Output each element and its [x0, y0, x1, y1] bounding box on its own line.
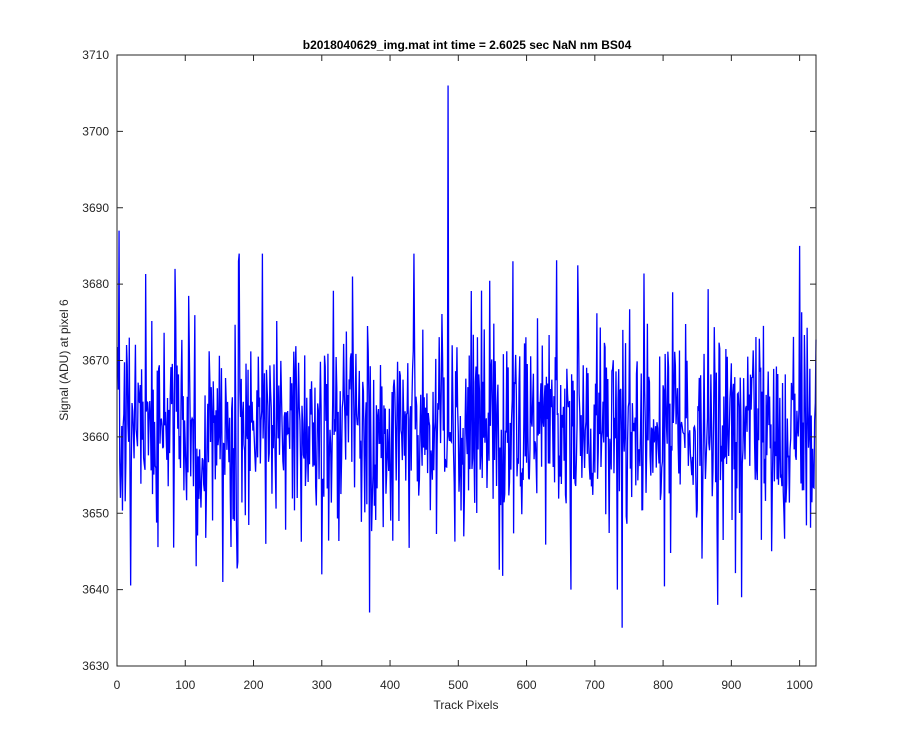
y-axis-ticks: 3630 3640 3650 3660 3670 3680 3690 3700 3710: [82, 48, 816, 673]
x-tick-label: 600: [517, 678, 537, 692]
y-tick-label: 3640: [82, 583, 109, 597]
y-tick-label: 3690: [82, 201, 109, 215]
y-tick-label: 3630: [82, 659, 109, 673]
y-tick-label: 3650: [82, 506, 109, 520]
x-tick-label: 200: [244, 678, 264, 692]
x-axis-label: Track Pixels: [434, 698, 499, 712]
x-tick-label: 500: [448, 678, 468, 692]
x-tick-label: 900: [721, 678, 741, 692]
x-tick-label: 100: [175, 678, 195, 692]
y-tick-label: 3710: [82, 48, 109, 62]
y-tick-label: 3680: [82, 277, 109, 291]
x-tick-label: 0: [114, 678, 121, 692]
chart-title: b2018040629_img.mat int time = 2.6025 se…: [303, 38, 632, 52]
y-axis-label: Signal (ADU) at pixel 6: [57, 299, 71, 421]
signal-series-line: [117, 85, 817, 628]
y-tick-label: 3700: [82, 124, 109, 138]
x-axis-ticks: 0 100 200 300 400 500 600 700 800 900 1000: [114, 55, 813, 692]
x-tick-label: 300: [312, 678, 332, 692]
plot-area: [117, 85, 817, 628]
x-tick-label: 400: [380, 678, 400, 692]
x-tick-label: 700: [585, 678, 605, 692]
x-tick-label: 1000: [786, 678, 813, 692]
axes-box: [116, 54, 817, 667]
y-tick-label: 3670: [82, 354, 109, 368]
x-tick-label: 800: [653, 678, 673, 692]
y-tick-label: 3660: [82, 430, 109, 444]
